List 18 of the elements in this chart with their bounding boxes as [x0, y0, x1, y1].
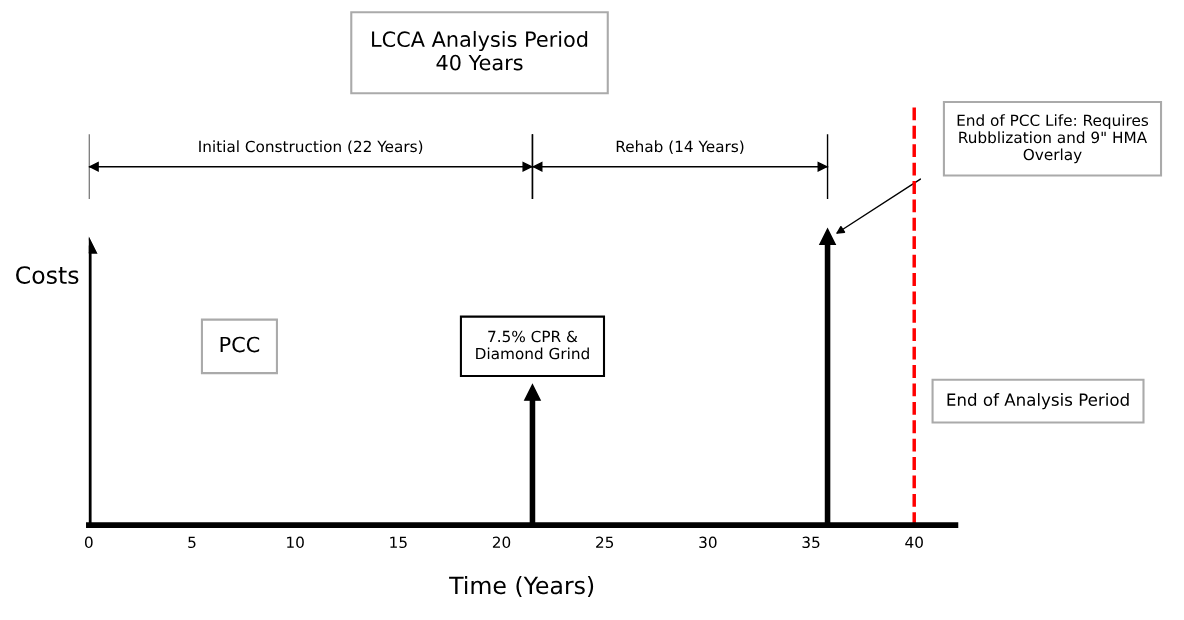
annotation: PCC: [220, 336, 260, 353]
x-tick-label: 40: [905, 536, 923, 549]
text: End of PCC Life: Requires Rubblization and 9" HMA Overlay: [957, 114, 1149, 164]
x-tick-label: 15: [390, 536, 407, 549]
text: Rehab (14 Years): [616, 140, 744, 154]
x-tick-label: 25: [596, 536, 614, 549]
x-axis-title: Time (Years): [449, 576, 594, 598]
text: Initial Construction (22 Years): [199, 140, 423, 154]
x-tick-label: 30: [699, 536, 717, 549]
x-tick-label: 0: [84, 536, 93, 549]
ref-line-label: End of Analysis Period: [947, 393, 1129, 410]
chart-title: LCCA Analysis Period 40 Years: [372, 30, 588, 71]
x-tick-label: 10: [287, 536, 304, 549]
y-axis-title: Costs: [16, 266, 79, 284]
annotation: 7.5% CPR & Diamond Grind: [476, 330, 589, 360]
x-tick-label: 35: [802, 536, 820, 549]
x-tick-label: 5: [188, 536, 196, 549]
x-tick-label: 20: [492, 536, 511, 549]
